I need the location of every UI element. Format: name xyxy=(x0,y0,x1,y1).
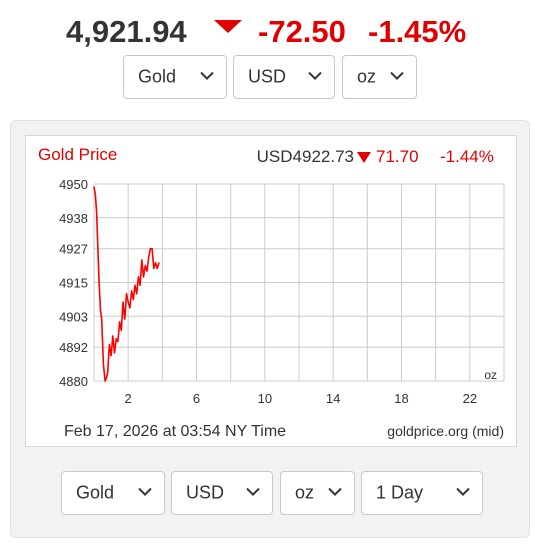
y-tick-label: 4892 xyxy=(59,340,88,355)
y-tick-label: 4938 xyxy=(59,211,88,226)
series-point xyxy=(129,307,131,309)
y-tick-label: 4903 xyxy=(59,309,88,324)
series-point xyxy=(102,363,104,365)
current-price: 4,921.94 xyxy=(66,14,187,49)
x-tick-label: 22 xyxy=(463,391,477,406)
series-point xyxy=(99,310,102,312)
series-point xyxy=(124,318,126,320)
series-point xyxy=(136,293,138,295)
series-point xyxy=(151,248,153,250)
chevron-down-icon xyxy=(390,71,404,81)
series-point xyxy=(93,186,95,188)
y-tick-label: 4880 xyxy=(59,374,88,389)
price-change-percent: -1.45% xyxy=(368,14,467,49)
series-point xyxy=(141,259,143,261)
series-point xyxy=(137,276,140,278)
series-point xyxy=(107,371,109,374)
series-point xyxy=(153,267,155,270)
x-tick-label: 18 xyxy=(394,391,408,406)
series-point xyxy=(113,352,116,354)
range-select-bottom[interactable]: 1 Day xyxy=(361,471,483,515)
range-select-bottom-value: 1 Day xyxy=(376,482,424,503)
chart-container: Gold Price USD4922.73 71.70 -1.44% 4950 4… xyxy=(25,135,517,447)
price-header: 4,921.94 -72.50 -1.45% xyxy=(0,12,538,56)
series-point xyxy=(125,293,128,295)
unit-select-bottom[interactable]: oz xyxy=(280,471,355,515)
chevron-down-icon xyxy=(138,487,152,497)
y-tick-label: 4927 xyxy=(59,242,88,257)
currency-select-bottom[interactable]: USD xyxy=(171,471,273,515)
series-point xyxy=(112,335,114,337)
series-point xyxy=(154,262,157,264)
currency-select-top[interactable]: USD xyxy=(233,55,335,99)
series-point xyxy=(130,290,133,292)
series-point xyxy=(122,301,124,303)
series-point xyxy=(101,318,103,320)
series-point xyxy=(110,355,112,357)
series-point xyxy=(104,380,106,382)
chevron-down-icon xyxy=(200,71,214,81)
series-point xyxy=(94,194,96,196)
series-point xyxy=(144,265,146,267)
x-tick-label: 10 xyxy=(258,391,272,406)
chevron-down-icon xyxy=(328,487,342,497)
chart-quote-price: USD4922.73 xyxy=(257,147,354,166)
x-tick-label: 14 xyxy=(326,391,340,406)
gold-price-series-line xyxy=(93,186,160,382)
series-point xyxy=(134,284,136,286)
series-point xyxy=(158,262,160,264)
series-point xyxy=(132,298,134,300)
series-point xyxy=(119,321,121,323)
metal-select-bottom-value: Gold xyxy=(76,482,115,503)
price-change: -72.50 xyxy=(258,14,346,49)
unit-select-bottom-value: oz xyxy=(295,482,315,503)
x-tick-label: 2 xyxy=(125,391,132,406)
series-point xyxy=(108,343,110,346)
y-tick-label: 4950 xyxy=(59,177,88,192)
chevron-down-icon xyxy=(246,487,260,497)
gold-price-chart: Gold Price USD4922.73 71.70 -1.44% 4950 4… xyxy=(38,145,505,440)
chart-panel: Gold Price USD4922.73 71.70 -1.44% 4950 4… xyxy=(10,120,530,538)
chart-timestamp: Feb 17, 2026 at 03:54 NY Time xyxy=(64,423,286,440)
currency-select-bottom-value: USD xyxy=(186,482,225,503)
series-point xyxy=(115,338,117,340)
chart-source: goldprice.org (mid) xyxy=(387,423,504,439)
x-tick-label: 6 xyxy=(193,391,200,406)
series-point xyxy=(98,281,100,284)
series-point xyxy=(146,270,148,272)
series-point xyxy=(156,267,158,270)
series-point xyxy=(139,284,141,286)
metal-select-bottom[interactable]: Gold xyxy=(61,471,165,515)
unit-select-top[interactable]: oz xyxy=(342,55,417,99)
series-point xyxy=(142,276,145,278)
series-point xyxy=(148,256,150,258)
series-point xyxy=(105,377,107,379)
series-point xyxy=(149,248,151,250)
chart-unit-label: oz xyxy=(484,368,497,382)
series-point xyxy=(120,329,122,331)
chart-title: Gold Price xyxy=(38,145,117,164)
y-tick-label: 4915 xyxy=(59,276,88,291)
down-triangle-icon xyxy=(357,152,371,163)
chevron-down-icon xyxy=(456,487,470,497)
metal-select-top-value: Gold xyxy=(138,66,177,87)
series-point xyxy=(95,211,98,213)
series-point xyxy=(127,301,129,303)
unit-select-top-value: oz xyxy=(357,66,377,87)
chart-quote-change: 71.70 xyxy=(376,147,419,166)
chevron-down-icon xyxy=(308,71,322,81)
currency-select-top-value: USD xyxy=(248,66,287,87)
down-triangle-icon xyxy=(214,20,242,33)
series-point xyxy=(117,341,119,343)
chart-quote-change-percent: -1.44% xyxy=(440,147,494,166)
metal-select-top[interactable]: Gold xyxy=(123,55,227,99)
series-point xyxy=(97,245,99,247)
